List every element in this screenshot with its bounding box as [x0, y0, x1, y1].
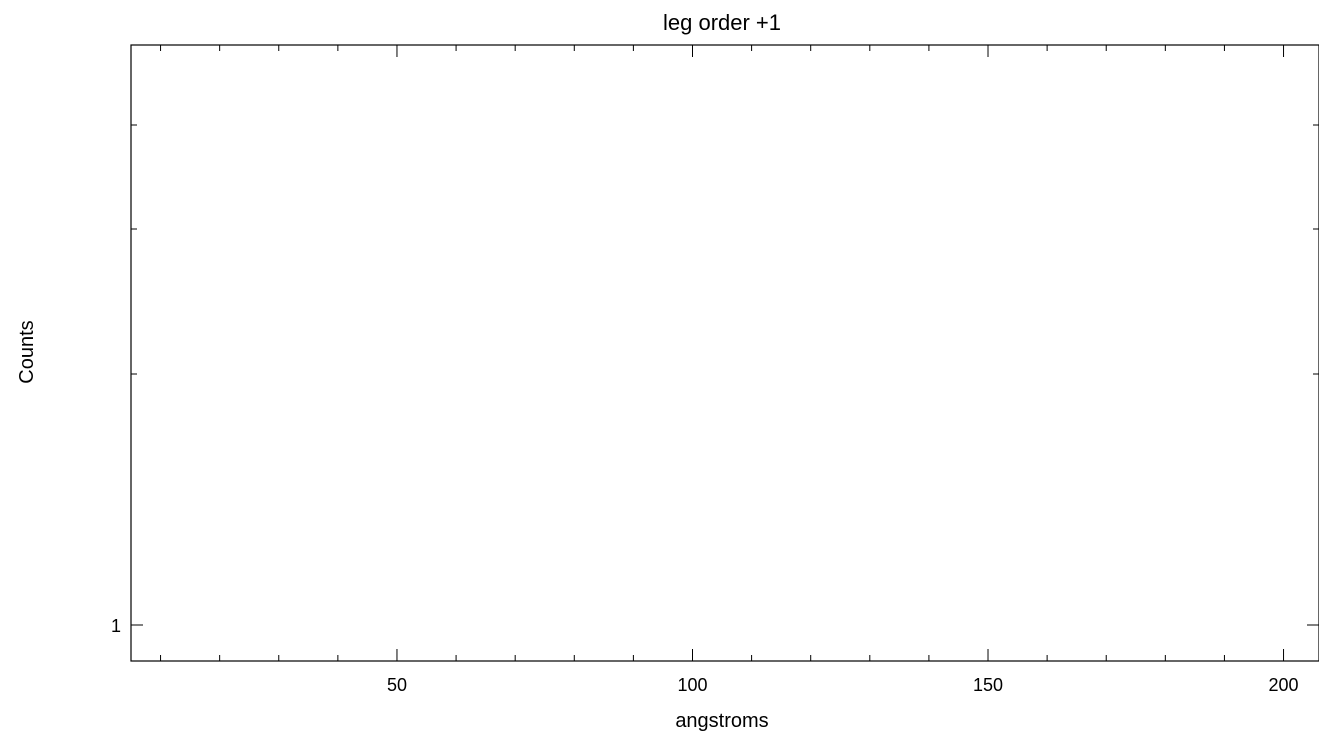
y-axis-ticks: 1 [111, 124, 1319, 636]
x-tick-label: 50 [387, 675, 407, 695]
y-tick-label: 1 [111, 616, 121, 636]
x-tick-label: 150 [973, 675, 1003, 695]
plot-frame [130, 44, 1319, 662]
y-axis-label: Counts [16, 320, 38, 383]
x-tick-label: 100 [677, 675, 707, 695]
x-axis-label: angstroms [675, 710, 768, 732]
x-axis-ticks: 50 100 150 200 [160, 45, 1299, 695]
chart-title: leg order +1 [663, 10, 781, 35]
x-tick-label: 200 [1269, 675, 1299, 695]
